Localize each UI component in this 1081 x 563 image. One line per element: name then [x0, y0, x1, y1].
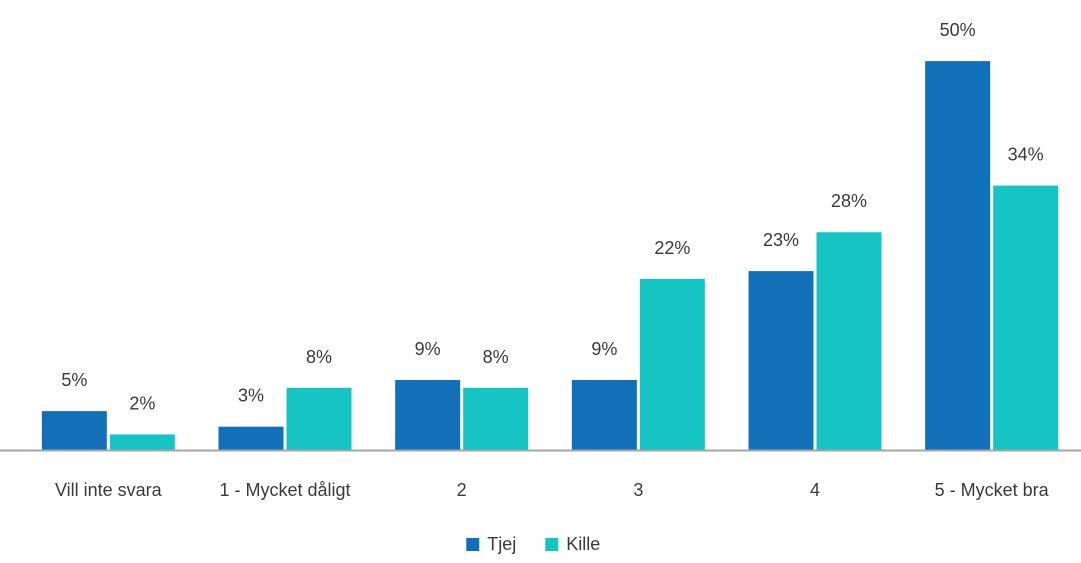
data-label-kille-5: 34%	[1008, 145, 1044, 165]
data-label-tjej-3: 9%	[591, 339, 617, 359]
legend-label-kille: Kille	[566, 534, 600, 554]
bars	[41, 61, 1059, 451]
bar-tjej-4	[748, 271, 814, 450]
data-label-tjej-4: 23%	[763, 230, 799, 250]
x-tick-label-0: Vill inte svara	[55, 480, 163, 500]
x-tick-labels: Vill inte svara 1 - Mycket dåligt 2 3 4 5 - M…	[55, 480, 1050, 500]
data-label-kille-1: 8%	[306, 347, 332, 367]
bar-tjej-1	[218, 426, 284, 450]
legend-swatch-tjej	[466, 538, 480, 551]
bar-tjej-5	[925, 61, 991, 450]
data-label-tjej-5: 50%	[940, 20, 976, 40]
legend-item-tjej: Tjej	[466, 534, 516, 554]
bar-kille-4	[816, 232, 882, 450]
bar-kille-3	[639, 278, 705, 450]
data-label-kille-2: 8%	[483, 347, 509, 367]
x-tick-label-3: 3	[633, 480, 643, 500]
x-tick-label-1: 1 - Mycket dåligt	[219, 480, 350, 500]
legend-label-tjej: Tjej	[487, 534, 516, 554]
data-label-tjej-2: 9%	[415, 339, 441, 359]
x-tick-label-5: 5 - Mycket bra	[935, 480, 1050, 500]
bar-kille-2	[463, 387, 529, 450]
data-label-kille-4: 28%	[831, 191, 867, 211]
data-label-kille-0: 2%	[129, 393, 155, 413]
bar-tjej-0	[41, 411, 107, 450]
data-label-kille-3: 22%	[654, 238, 690, 258]
bar-tjej-3	[571, 380, 637, 450]
legend-item-kille: Kille	[545, 534, 600, 554]
bar-tjej-2	[395, 380, 461, 450]
legend-swatch-kille	[545, 538, 559, 551]
legend: Tjej Kille	[466, 534, 600, 554]
data-label-tjej-0: 5%	[61, 370, 87, 390]
bar-kille-0	[109, 434, 175, 450]
x-tick-label-4: 4	[810, 480, 820, 500]
bar-kille-1	[286, 387, 352, 450]
bar-kille-5	[993, 185, 1059, 451]
x-tick-label-2: 2	[457, 480, 467, 500]
bar-labels: 5% 2% 3% 8% 9% 8% 9% 22% 23% 28% 50% 34%	[61, 20, 1043, 413]
data-label-tjej-1: 3%	[238, 386, 264, 406]
